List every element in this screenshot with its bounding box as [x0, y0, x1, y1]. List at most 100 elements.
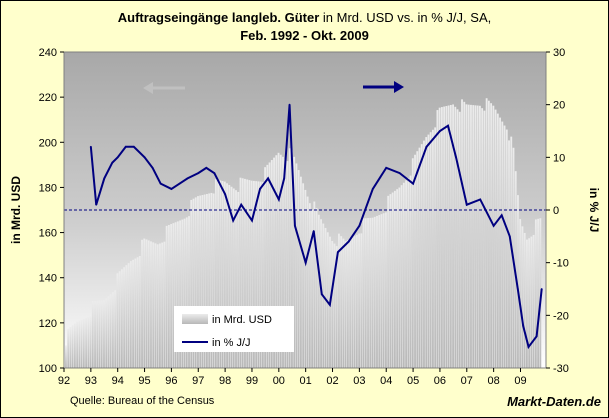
bar — [143, 238, 146, 368]
line-point — [205, 166, 208, 169]
y-left-tick-label: 140 — [39, 273, 57, 285]
bar — [132, 259, 134, 368]
bar — [346, 239, 349, 368]
bar — [109, 294, 112, 368]
line-point — [151, 166, 154, 169]
bar — [277, 152, 280, 368]
bar — [118, 271, 121, 368]
bar — [440, 107, 443, 368]
bar — [414, 154, 416, 368]
line-point — [186, 177, 189, 180]
bar — [181, 219, 184, 368]
bar — [268, 162, 271, 368]
bar — [282, 156, 284, 368]
bar — [114, 290, 117, 368]
line-point — [455, 156, 457, 159]
y-axis-right-label: in % J/J — [587, 188, 601, 233]
line-point — [447, 124, 449, 127]
bar — [494, 109, 497, 368]
bar — [100, 300, 103, 368]
line-point — [124, 145, 127, 148]
bar — [479, 105, 481, 369]
line-point — [540, 288, 543, 290]
bar — [534, 219, 537, 368]
bar — [367, 218, 369, 368]
bar — [299, 176, 302, 368]
bar — [279, 154, 282, 368]
bar — [167, 224, 170, 368]
bar — [434, 127, 437, 368]
bar — [317, 214, 320, 368]
bar — [369, 217, 372, 368]
x-tick-label: 98 — [219, 375, 231, 387]
bar — [91, 301, 94, 368]
line-point — [508, 235, 511, 238]
bar — [396, 189, 399, 368]
bar — [192, 198, 195, 368]
bar — [87, 317, 90, 368]
line-point — [294, 224, 296, 227]
x-tick-label: 08 — [488, 375, 500, 387]
bar — [103, 300, 105, 368]
line-point — [143, 156, 146, 159]
line-point — [439, 130, 441, 132]
bar — [391, 192, 394, 368]
bar — [378, 215, 381, 368]
bar — [485, 98, 488, 368]
bar — [438, 107, 441, 369]
bar — [416, 151, 419, 368]
y-axis-left-label: in Mrd. USD — [9, 176, 23, 244]
y-left-tick-label: 240 — [39, 47, 57, 59]
y-left-tick-label: 100 — [39, 363, 57, 375]
arrow-left-indicator — [143, 82, 185, 94]
bar — [425, 137, 428, 368]
bar — [69, 326, 72, 368]
bar — [472, 105, 475, 368]
bar — [385, 212, 387, 368]
legend-swatch-bar — [182, 314, 208, 324]
bar — [214, 179, 217, 368]
bar — [447, 105, 450, 369]
bar — [275, 155, 278, 368]
bar — [517, 195, 519, 368]
bar — [65, 345, 67, 368]
bar — [112, 292, 114, 368]
bar — [496, 113, 499, 368]
bar — [443, 106, 446, 369]
bar — [165, 225, 168, 368]
legend: in Mrd. USD in % J/J — [174, 306, 294, 352]
line-point — [288, 103, 291, 106]
bar — [304, 189, 307, 368]
bar — [537, 218, 540, 368]
bar — [521, 226, 524, 368]
line-point — [312, 230, 315, 232]
bar — [423, 140, 425, 368]
x-tick-label: 93 — [85, 375, 97, 387]
y-right-tick-label: 10 — [553, 152, 565, 164]
chart-title: Auftragseingänge langleb. Güter in Mrd. … — [0, 10, 609, 25]
bar — [436, 110, 439, 368]
y-axis-left: 100 120 140 160 180 200 220 240 — [39, 47, 64, 375]
bar — [505, 129, 508, 368]
bar — [474, 105, 477, 368]
bar — [98, 300, 101, 368]
bar — [355, 234, 358, 368]
bar — [248, 180, 251, 368]
chart-title-rest: in Mrd. USD vs. in % J/J, SA, — [319, 10, 492, 25]
bar — [487, 100, 490, 369]
bar — [470, 104, 472, 369]
bar — [94, 300, 96, 368]
bar — [311, 209, 314, 368]
y-left-tick-label: 160 — [39, 228, 57, 240]
x-tick-label: 94 — [112, 375, 124, 387]
bar — [159, 243, 161, 368]
line-point — [425, 145, 428, 148]
bar — [136, 257, 139, 368]
bar — [141, 239, 143, 368]
bar — [221, 180, 224, 368]
line-point — [89, 145, 92, 148]
bar — [467, 104, 470, 368]
bar — [295, 163, 298, 368]
line-point — [500, 214, 503, 217]
line-point — [465, 203, 468, 206]
